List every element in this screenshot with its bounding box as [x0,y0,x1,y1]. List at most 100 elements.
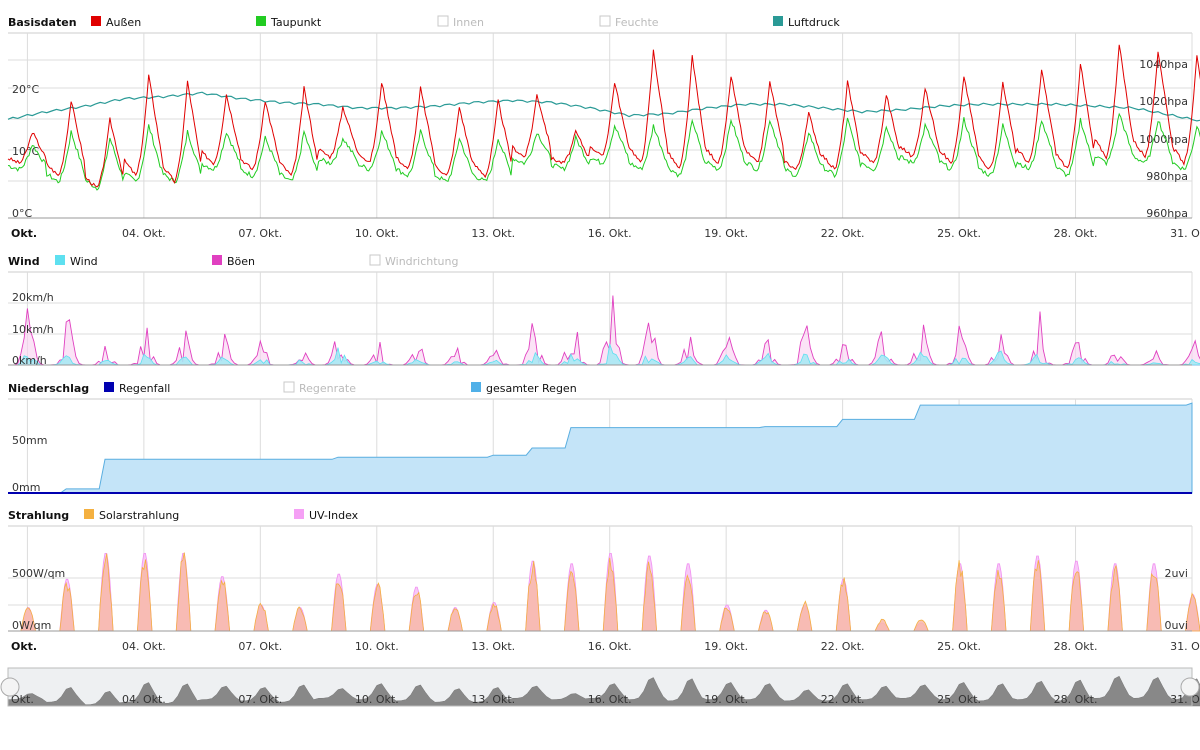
basisdaten-title: Basisdaten [8,16,77,29]
x-tick-label: 25. Okt. [937,640,981,653]
pressure-y-tick: 1000hpa [1139,133,1188,146]
legend-boeen[interactable]: Böen [212,255,255,268]
x-tick-label: 25. Okt. [937,227,981,240]
boeen-area [8,295,1200,366]
legend-aussen[interactable]: Außen [91,16,141,29]
x-tick-label: 16. Okt. [588,640,632,653]
x-tick-label: Okt. [11,640,37,653]
legend-aussen-label: Außen [106,16,141,29]
legend-taupunkt-swatch [256,16,266,26]
strahlung-plot: 500W/qm 0W/qm 2uvi 0uvi [8,525,1200,632]
wind-y-tick: 20km/h [12,291,54,304]
x-tick-label: 10. Okt. [355,640,399,653]
uv-y-tick: 0uvi [1164,619,1188,632]
legend-innen[interactable]: Innen [437,15,484,29]
x-tick-label: 22. Okt. [821,640,865,653]
legend-uv-index-label: UV-Index [309,509,359,522]
legend-windrichtung-checkbox-icon [369,254,381,266]
gesamter-regen-area [8,402,1193,494]
legend-feuchte[interactable]: Feuchte [599,15,659,29]
legend-solarstrahlung[interactable]: Solarstrahlung [84,509,179,522]
time-navigator[interactable]: Okt. 04. Okt. 07. Okt. 10. Okt. 13. Okt. 16. … [0,667,1200,707]
pressure-y-tick: 1020hpa [1139,95,1188,108]
legend-windrichtung-label: Windrichtung [385,255,458,268]
legend-gesamter-regen[interactable]: gesamter Regen [471,382,577,395]
x-tick-label: 31. Okt. [1170,227,1200,240]
basisdaten-x-axis: Okt. 04. Okt. 07. Okt. 10. Okt. 13. Okt. 16. … [11,227,1200,240]
legend-innen-label: Innen [453,16,484,29]
x-tick-label: 07. Okt. [238,227,282,240]
temp-y-tick: 20°C [12,83,39,96]
navigator-tick-label: 07. Okt. [238,693,282,706]
x-tick-label: 19. Okt. [704,227,748,240]
x-tick-label: 07. Okt. [238,640,282,653]
navigator-tick-label: 16. Okt. [588,693,632,706]
pressure-y-tick: 960hpa [1146,207,1188,220]
legend-wind-label: Wind [70,255,98,268]
solarstrahlung-area [8,552,1200,632]
legend-regenfall-swatch [104,382,114,392]
legend-uv-index[interactable]: UV-Index [294,509,359,522]
legend-windrichtung[interactable]: Windrichtung [369,254,458,268]
legend-regenrate-checkbox-icon [283,381,295,393]
strahlung-title: Strahlung [8,509,69,522]
navigator-tick-label: 04. Okt. [122,693,166,706]
legend-innen-checkbox-icon [437,15,449,27]
legend-regenfall[interactable]: Regenfall [104,382,170,395]
navigator-right-handle[interactable] [1180,677,1200,697]
pressure-y-tick: 980hpa [1146,170,1188,183]
legend-feuchte-label: Feuchte [615,16,659,29]
legend-luftdruck[interactable]: Luftdruck [773,16,840,29]
solar-y-tick: 0W/qm [12,619,51,632]
wind-title: Wind [8,255,40,268]
navigator-tick-label: 22. Okt. [821,693,865,706]
wind-y-tick: 0km/h [12,354,47,367]
navigator-left-handle[interactable] [0,677,20,697]
x-tick-label: 19. Okt. [704,640,748,653]
legend-regenrate-label: Regenrate [299,382,356,395]
legend-wind[interactable]: Wind [55,255,98,268]
legend-gesamter-regen-swatch [471,382,481,392]
navigator-tick-label: 28. Okt. [1054,693,1098,706]
wind-plot: 20km/h 10km/h 0km/h [8,271,1200,367]
legend-luftdruck-swatch [773,16,783,26]
x-tick-label: 31. Okt. [1170,640,1200,653]
regen-y-tick: 0mm [12,481,40,494]
x-tick-label: 16. Okt. [588,227,632,240]
x-tick-label: 28. Okt. [1054,227,1098,240]
legend-solarstrahlung-label: Solarstrahlung [99,509,179,522]
legend-boeen-swatch [212,255,222,265]
legend-taupunkt-label: Taupunkt [270,16,322,29]
navigator-tick-label: Okt. [11,693,34,706]
legend-aussen-swatch [91,16,101,26]
niederschlag-title: Niederschlag [8,382,89,395]
niederschlag-plot: 50mm 0mm [8,398,1193,494]
pressure-y-tick: 1040hpa [1139,58,1188,71]
regen-y-tick: 50mm [12,434,47,447]
x-tick-label: 28. Okt. [1054,640,1098,653]
legend-luftdruck-label: Luftdruck [788,16,840,29]
x-tick-label: 13. Okt. [471,227,515,240]
legend-taupunkt[interactable]: Taupunkt [256,16,322,29]
aussen-line [7,44,1200,188]
luftdruck-line [7,91,1200,122]
legend-regenfall-label: Regenfall [119,382,170,395]
x-tick-label: 04. Okt. [122,640,166,653]
x-tick-label: 10. Okt. [355,227,399,240]
temp-y-tick: 0°C [12,207,32,220]
legend-regenrate[interactable]: Regenrate [283,381,356,395]
navigator-tick-label: 19. Okt. [704,693,748,706]
navigator-series [7,675,1200,707]
legend-feuchte-checkbox-icon [599,15,611,27]
x-tick-label: 13. Okt. [471,640,515,653]
legend-solarstrahlung-swatch [84,509,94,519]
navigator-tick-label: 10. Okt. [355,693,399,706]
legend-uv-index-swatch [294,509,304,519]
solar-y-tick: 500W/qm [12,567,65,580]
navigator-tick-label: 31. Okt. [1170,693,1200,706]
legend-wind-swatch [55,255,65,265]
navigator-tick-label: 25. Okt. [937,693,981,706]
x-tick-label: 22. Okt. [821,227,865,240]
taupunkt-line [7,112,1200,191]
